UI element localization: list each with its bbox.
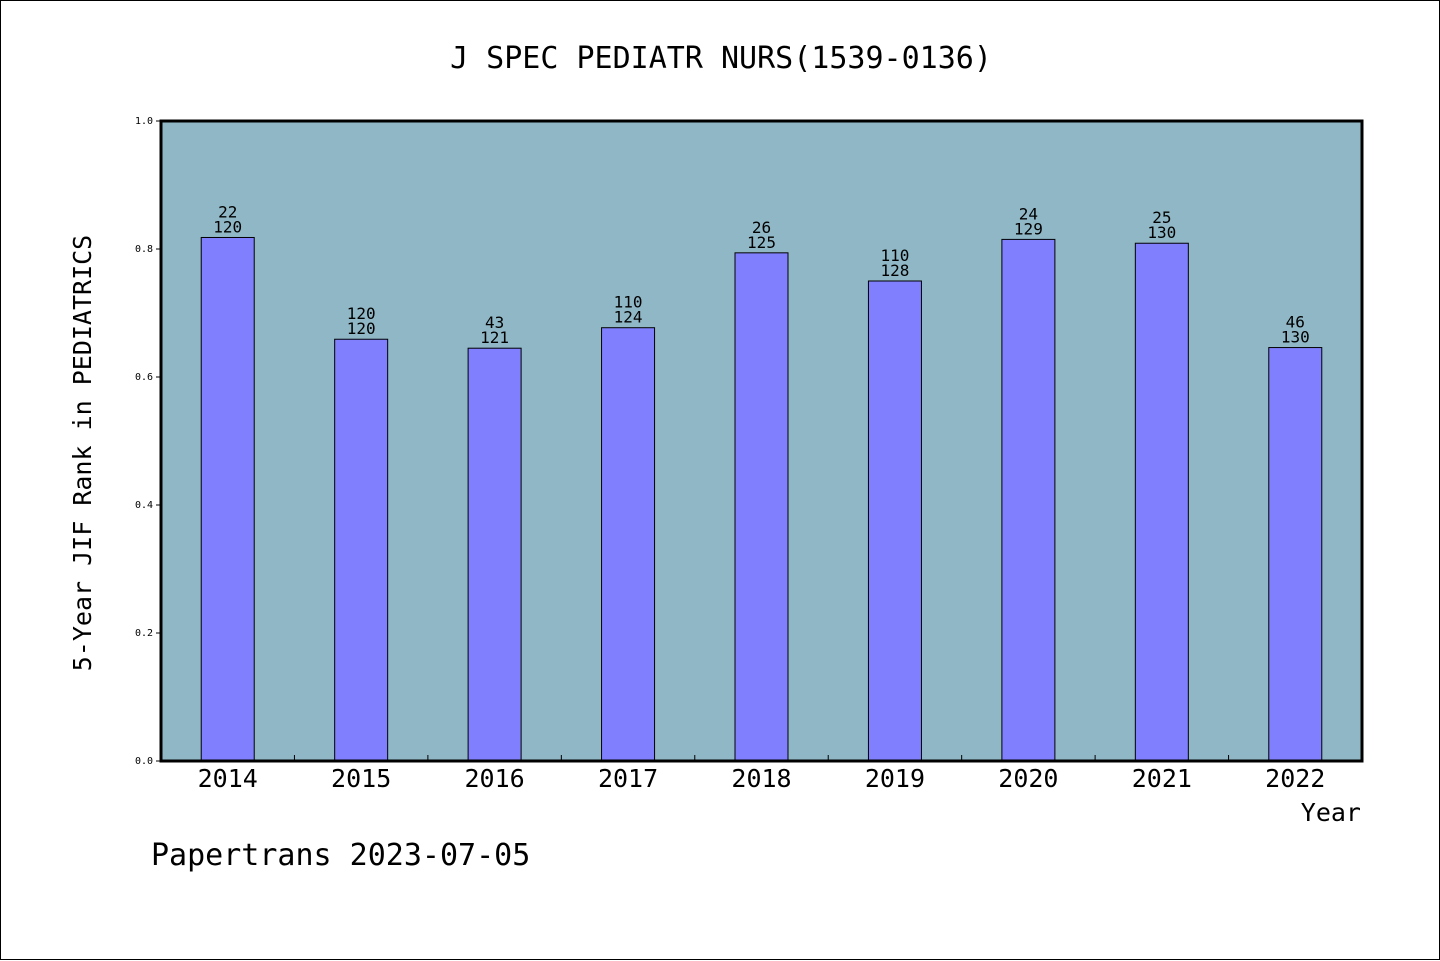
data-label-bottom: 129	[1014, 219, 1043, 238]
y-tick-label: 1.0	[135, 116, 153, 127]
data-label-bottom: 120	[347, 319, 376, 338]
bar-2020	[1001, 238, 1056, 762]
x-tick-label: 2017	[598, 764, 658, 793]
y-tick-label: 0.0	[135, 756, 153, 767]
data-label-top: 46	[1286, 313, 1305, 332]
x-tick-label: 2014	[198, 764, 258, 793]
bar-2016	[467, 347, 522, 762]
x-tick-label: 2022	[1265, 764, 1325, 793]
bar-2021	[1134, 242, 1189, 762]
x-tick-label: 2019	[865, 764, 925, 793]
bar-2017	[601, 327, 656, 762]
y-tick-label: 0.8	[135, 244, 153, 255]
data-label-bottom: 125	[747, 233, 776, 252]
data-label-bottom: 130	[1281, 328, 1310, 347]
bar-2018	[734, 252, 789, 762]
y-tick-label: 0.6	[135, 372, 153, 383]
chart-title: J SPEC PEDIATR NURS(1539-0136)	[450, 41, 992, 76]
x-axis-title: Year	[1301, 798, 1361, 827]
plot-border	[159, 119, 1364, 763]
data-label-bottom: 124	[614, 308, 643, 327]
data-label-top: 25	[1152, 208, 1171, 227]
y-tick-label: 0.2	[135, 628, 153, 639]
bars	[200, 236, 1323, 762]
y-axis-title: 5-Year JIF Rank in PEDIATRICS	[68, 235, 97, 672]
bar-2022	[1268, 347, 1323, 762]
data-label-top: 26	[752, 218, 771, 237]
footer-credit: Papertrans 2023-07-05	[151, 838, 530, 873]
data-label-bottom: 121	[480, 328, 509, 347]
x-tick-label: 2020	[998, 764, 1058, 793]
data-label-top: 22	[218, 202, 237, 221]
data-label-top: 120	[347, 304, 376, 323]
x-tick-label: 2021	[1132, 764, 1192, 793]
x-tick-label: 2016	[465, 764, 525, 793]
x-tick-label: 2015	[331, 764, 391, 793]
y-tick-label: 0.4	[135, 500, 153, 511]
bar-2015	[334, 338, 389, 762]
data-label-top: 110	[880, 246, 909, 265]
data-label-top: 24	[1019, 204, 1038, 223]
data-label-top: 43	[485, 313, 504, 332]
data-label-bottom: 128	[880, 261, 909, 280]
y-axis-ticks: 0.0 0.2 0.4 0.6 0.8 1.0	[135, 116, 161, 767]
data-label-bottom: 120	[213, 217, 242, 236]
x-axis-ticks: 2014 2015 2016 2017 2018 2019 2020 2021 2022	[198, 755, 1325, 793]
data-label-bottom: 130	[1147, 223, 1176, 242]
bar-2019	[867, 280, 922, 762]
x-tick-label: 2018	[731, 764, 791, 793]
bar-2014	[200, 236, 255, 762]
data-label-top: 110	[614, 293, 643, 312]
